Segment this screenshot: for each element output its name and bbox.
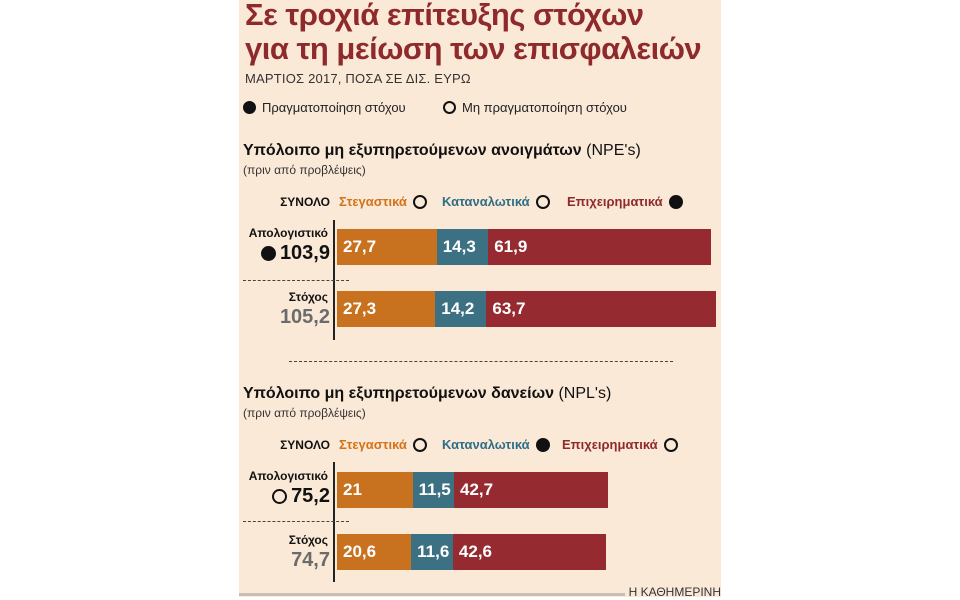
npl-target-business-value-label: 42,6 xyxy=(458,542,492,561)
npe-actual-mortgage-bar: 27,7 xyxy=(337,229,437,265)
npl-category-consumer-label: Καταναλωτικά xyxy=(442,437,530,452)
npe-mortgage-status-icon xyxy=(412,194,427,209)
npe-business-status-icon xyxy=(668,194,683,209)
title-line-1: Σε τροχιά επίτευξης στόχων xyxy=(245,0,644,32)
npe-actual-consumer-bar: 14,3 xyxy=(436,229,489,265)
npl-target-total: 74,7 xyxy=(291,549,330,572)
npl-actual-mortgage-value-label: 21 xyxy=(343,480,362,499)
npl-category-mortgage: Στεγαστικά xyxy=(339,437,427,452)
npe-actual-total-value: 103,9 xyxy=(279,242,330,264)
npe-category-consumer: Καταναλωτικά xyxy=(442,194,550,209)
npe-target-consumer-bar: 14,2 xyxy=(435,291,487,327)
npe-target-consumer-value-label: 14,2 xyxy=(441,299,475,318)
title-line-2: για τη μείωση των επισφαλειών xyxy=(245,31,702,66)
npl-target-consumer-bar: 11,6 xyxy=(411,534,453,570)
npe-category-mortgage: Στεγαστικά xyxy=(339,194,427,209)
npl-section-subtitle: (πριν από προβλέψεις) xyxy=(243,406,366,420)
npl-actual-total-value: 75,2 xyxy=(291,485,330,507)
npl-target-mortgage-value-label: 20,6 xyxy=(343,542,377,561)
npe-target-mortgage-bar: 27,3 xyxy=(337,291,436,327)
npe-target-mortgage-value-label: 27,3 xyxy=(343,299,377,318)
npl-actual-consumer-value-label: 11,5 xyxy=(418,480,451,499)
npe-actual-label: Απολογιστικό xyxy=(248,226,328,240)
npe-target-total: 105,2 xyxy=(280,306,330,329)
subtitle: ΜΑΡΤΙΟΣ 2017, ΠΟΣΑ ΣΕ ΔΙΣ. ΕΥΡΩ xyxy=(245,71,471,86)
npl-axis-line xyxy=(333,462,335,582)
npl-category-business-label: Επιχειρηματικά xyxy=(562,437,658,452)
npl-actual-total: 75,2 xyxy=(272,485,330,508)
legend-achieved-label: Πραγματοποίηση στόχου xyxy=(262,100,406,115)
npl-category-mortgage-label: Στεγαστικά xyxy=(339,437,407,452)
npe-section-subtitle: (πριν από προβλέψεις) xyxy=(243,163,366,177)
npl-mortgage-status-icon xyxy=(412,437,427,452)
npl-target-consumer-value-label: 11,6 xyxy=(417,542,450,561)
legend-not-achieved: Μη πραγματοποίηση στόχου xyxy=(443,100,627,115)
npl-target-total-value: 74,7 xyxy=(291,549,330,571)
npe-section-title: Υπόλοιπο μη εξυπηρετούμενων ανοιγμάτων (… xyxy=(243,142,641,160)
npe-actual-consumer-value-label: 14,3 xyxy=(442,237,476,256)
npe-title-paren: (NPE's) xyxy=(586,142,641,159)
npl-consumer-status-icon xyxy=(535,437,550,452)
section-divider xyxy=(289,361,673,362)
npl-section-title: Υπόλοιπο μη εξυπηρετούμενων δανείων (NPL… xyxy=(243,385,611,403)
npe-consumer-status-icon xyxy=(535,194,550,209)
filled-circle-icon xyxy=(243,101,256,114)
npl-actual-consumer-bar: 11,5 xyxy=(412,472,454,508)
npe-category-business-label: Επιχειρηματικά xyxy=(567,194,663,209)
npe-total-header: ΣΥΝΟΛΟ xyxy=(280,195,330,209)
infographic-panel: Σε τροχιά επίτευξης στόχων για τη μείωση… xyxy=(239,0,721,597)
npe-actual-total: 103,9 xyxy=(260,242,330,265)
npl-total-status-icon xyxy=(272,489,288,504)
credit-rule xyxy=(239,593,721,596)
npl-target-label: Στόχος xyxy=(288,533,328,547)
npe-total-status-icon xyxy=(260,246,276,261)
credit-label: Η ΚΑΘΗΜΕΡΙΝΗ xyxy=(624,585,721,597)
legend-achieved: Πραγματοποίηση στόχου xyxy=(243,100,406,115)
legend-not-achieved-label: Μη πραγματοποίηση στόχου xyxy=(462,100,627,115)
npe-actual-mortgage-value-label: 27,7 xyxy=(343,237,377,256)
npl-target-mortgage-bar: 20,6 xyxy=(337,534,412,570)
npe-actual-business-bar: 61,9 xyxy=(488,229,712,265)
npl-total-header: ΣΥΝΟΛΟ xyxy=(280,438,330,452)
npe-category-business: Επιχειρηματικά xyxy=(567,194,683,209)
npe-category-mortgage-label: Στεγαστικά xyxy=(339,194,407,209)
npl-category-business: Επιχειρηματικά xyxy=(562,437,678,452)
npl-title-text: Υπόλοιπο μη εξυπηρετούμενων δανείων xyxy=(243,385,555,402)
npe-title-text: Υπόλοιπο μη εξυπηρετούμενων ανοιγμάτων xyxy=(243,142,582,159)
npl-title-paren: (NPL's) xyxy=(558,385,612,402)
npe-target-business-value-label: 63,7 xyxy=(492,299,526,318)
npl-target-business-bar: 42,6 xyxy=(452,534,607,570)
npl-row-separator xyxy=(243,521,349,522)
npl-actual-business-value-label: 42,7 xyxy=(460,480,494,499)
npe-target-total-value: 105,2 xyxy=(279,306,330,328)
npe-target-business-bar: 63,7 xyxy=(486,291,716,327)
npe-target-label: Στόχος xyxy=(288,290,328,304)
npl-actual-label: Απολογιστικό xyxy=(248,469,328,483)
npe-category-consumer-label: Καταναλωτικά xyxy=(442,194,530,209)
npl-business-status-icon xyxy=(663,437,678,452)
npl-actual-mortgage-bar: 21 xyxy=(337,472,413,508)
npl-category-consumer: Καταναλωτικά xyxy=(442,437,550,452)
empty-circle-icon xyxy=(443,101,456,114)
npl-actual-business-bar: 42,7 xyxy=(454,472,608,508)
npe-row-separator xyxy=(243,280,349,281)
npe-actual-business-value-label: 61,9 xyxy=(494,237,528,256)
